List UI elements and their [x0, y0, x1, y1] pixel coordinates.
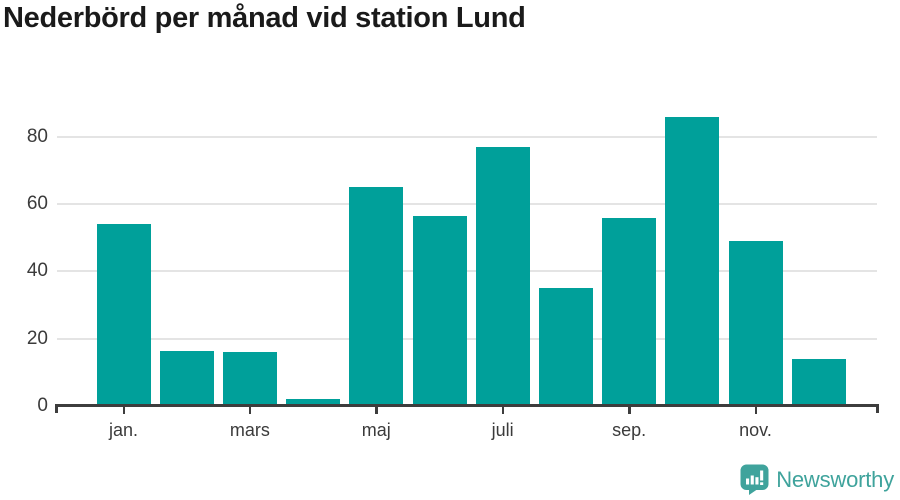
- x-axis-tick-mars: [248, 407, 252, 414]
- x-axis-end-tick-right: [876, 404, 879, 413]
- x-axis-tick-sep.: [628, 407, 631, 414]
- y-axis-tick-label: 80: [26, 125, 48, 147]
- x-axis-tick-label: nov.: [739, 420, 772, 440]
- bar-month-4: [286, 398, 341, 406]
- x-axis-tick-maj: [375, 407, 378, 414]
- x-axis-tick-jan.: [122, 407, 125, 414]
- brand-name: Newsworthy: [776, 466, 894, 492]
- newsworthy-logo-icon: [740, 464, 769, 495]
- bar-month-9: [602, 217, 657, 406]
- bar-month-10: [665, 116, 720, 406]
- bar-month-5: [349, 187, 404, 406]
- y-axis-tick-label: 40: [26, 260, 48, 282]
- chart-title: Nederbörd per månad vid station Lund: [3, 2, 526, 34]
- bar-month-3: [222, 352, 277, 406]
- y-axis-tick-label: 60: [26, 193, 48, 215]
- x-axis-tick-label: juli: [491, 420, 514, 440]
- brand-footer[interactable]: Newsworthy: [740, 464, 894, 495]
- gridline-y-40: [57, 270, 877, 273]
- bar-month-1: [96, 224, 151, 406]
- gridline-y-60: [57, 203, 877, 206]
- x-axis-tick-label: mars: [229, 420, 270, 440]
- bar-month-11: [728, 241, 783, 406]
- bar-month-7: [475, 147, 530, 406]
- x-axis-tick-label: maj: [361, 420, 391, 440]
- gridline-y-20: [57, 337, 877, 340]
- bar-month-2: [159, 350, 214, 406]
- gridline-y-80: [57, 135, 877, 138]
- x-axis-tick-nov.: [754, 407, 757, 414]
- bar-month-6: [412, 215, 467, 406]
- bar-month-12: [791, 358, 846, 406]
- y-axis-tick-label: 0: [37, 395, 48, 416]
- y-axis-tick-label: 20: [26, 327, 48, 349]
- bar-month-8: [538, 288, 593, 406]
- x-axis-line: [55, 404, 879, 407]
- x-axis-tick-label: sep.: [612, 420, 647, 440]
- x-axis-tick-label: jan.: [108, 420, 139, 440]
- x-axis-tick-juli: [501, 407, 505, 414]
- x-axis-end-tick-left: [55, 404, 58, 413]
